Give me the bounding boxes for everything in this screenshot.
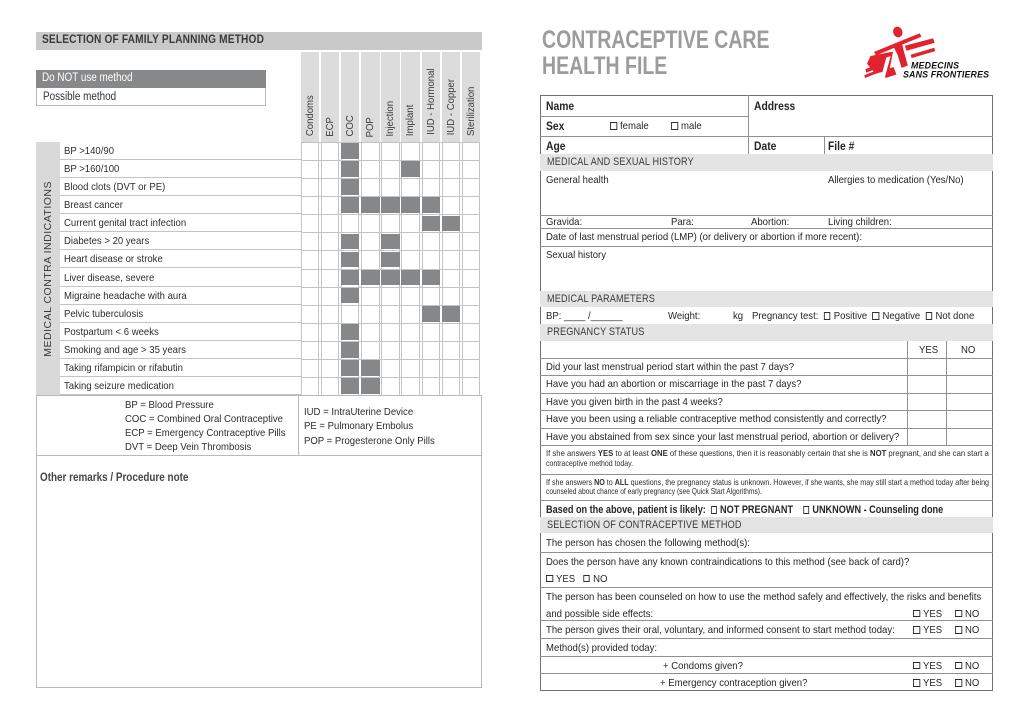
svg-text:SANS FRONTIERES: SANS FRONTIERES bbox=[903, 70, 989, 80]
svg-text:MEDECINS: MEDECINS bbox=[911, 61, 959, 71]
